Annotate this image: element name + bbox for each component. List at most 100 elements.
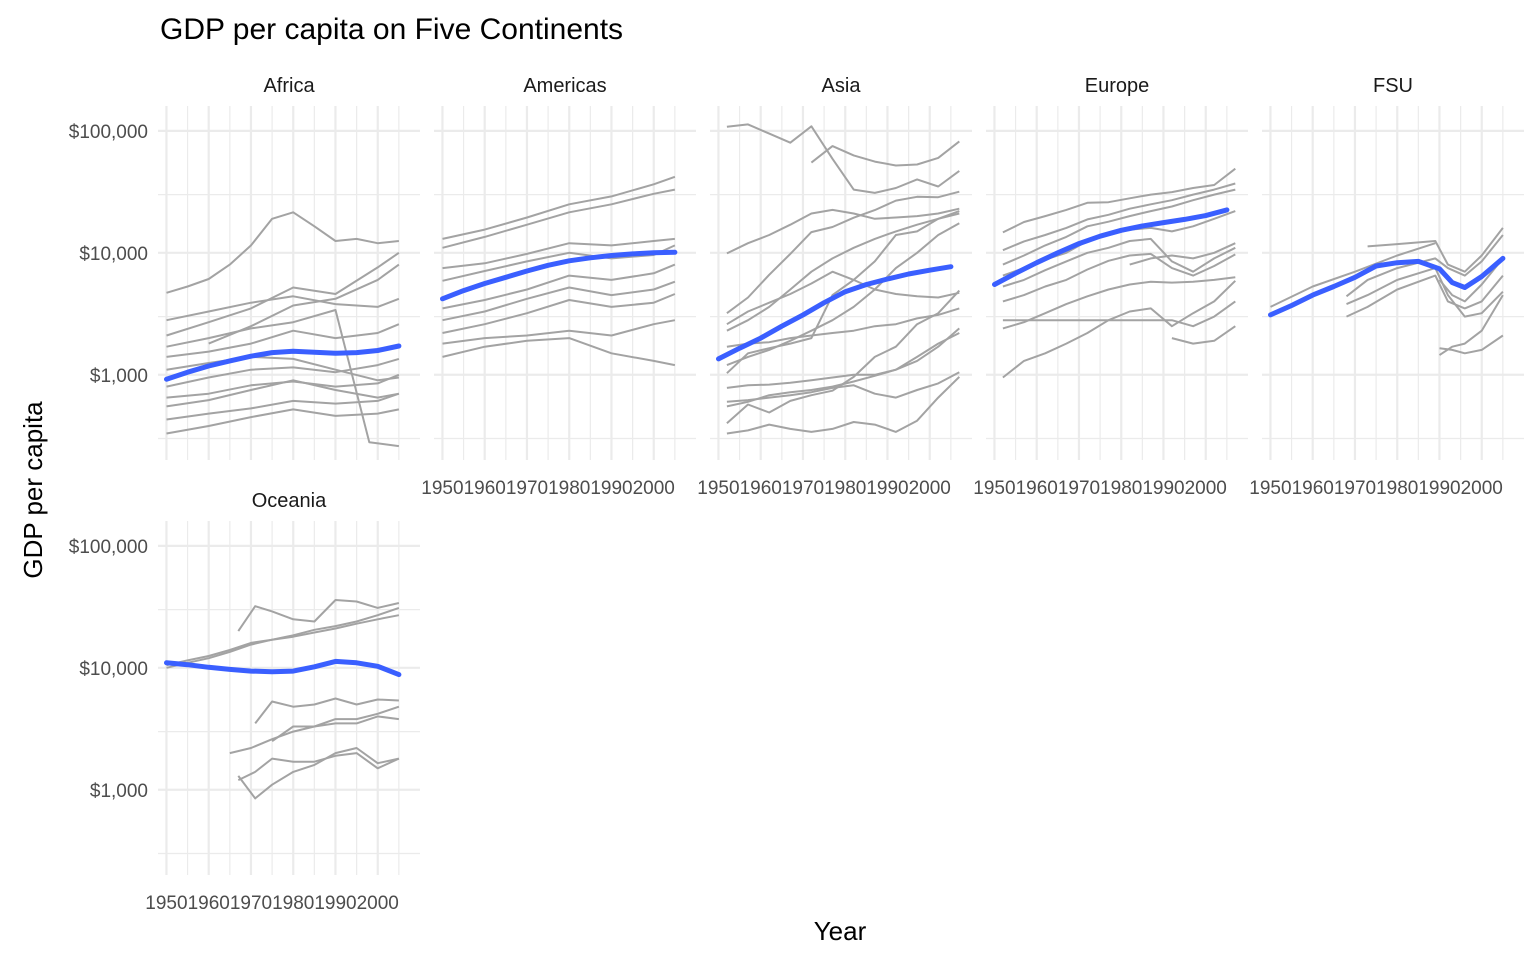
country-line [1345, 234, 1504, 298]
x-tick-label: 1990 [1418, 478, 1460, 499]
x-tick-label: 1970 [230, 893, 272, 914]
country-line [166, 323, 400, 358]
x-tick-label: 1980 [548, 478, 590, 499]
facet-panel-americas: Americas 1950 1960 1970 1980 1990 2000 [421, 75, 696, 499]
country-line [1002, 300, 1236, 328]
x-tick-label: 1960 [464, 478, 506, 499]
country-line [726, 123, 960, 194]
country-line [166, 614, 400, 667]
country-line [442, 188, 676, 249]
country-line [1002, 167, 1236, 234]
x-tick-label: 1960 [1016, 478, 1058, 499]
x-tick-label: 1950 [697, 478, 739, 499]
smooth-trend-line [164, 343, 402, 382]
country-line [1002, 237, 1236, 288]
x-tick-label: 1960 [188, 893, 230, 914]
facet-panel-africa: Africa $1,000 $10,000 $100,000 [69, 75, 420, 460]
x-tick-label: 2000 [909, 478, 951, 499]
country-line [726, 222, 960, 367]
country-line [726, 207, 960, 255]
country-line [442, 293, 676, 334]
smooth-trend-line [716, 264, 954, 362]
x-tick-label: 2000 [1185, 478, 1227, 499]
smooth-trend-line [1268, 255, 1506, 318]
smooth-trend-line [164, 658, 402, 678]
x-tick-label: 2000 [1461, 478, 1503, 499]
country-line [1171, 325, 1236, 345]
country-line [726, 270, 960, 326]
x-tick-label: 1970 [782, 478, 824, 499]
chart-title: GDP per capita on Five Continents [160, 13, 623, 46]
country-line [166, 373, 400, 399]
smooth-trend-line [992, 207, 1230, 287]
country-line [1129, 242, 1236, 266]
x-tick-label: 1960 [740, 478, 782, 499]
country-line [1439, 334, 1504, 355]
facet-strip-label: Oceania [252, 490, 327, 512]
country-line [442, 175, 676, 240]
y-tick-label: $10,000 [79, 244, 148, 265]
x-tick-label: 1990 [314, 893, 356, 914]
facet-panel-oceania: Oceania $1,000 $10,000 $100,000 1950 1960 1970… [69, 490, 420, 914]
x-tick-label: 1960 [1292, 478, 1334, 499]
facet-strip-label: Americas [523, 75, 606, 97]
country-line [1346, 274, 1504, 318]
country-line [1002, 276, 1236, 330]
y-tick-label: $100,000 [69, 537, 148, 558]
y-tick-label: $100,000 [69, 122, 148, 143]
country-line [810, 140, 960, 167]
country-line [726, 212, 960, 332]
x-tick-label: 1980 [1100, 478, 1142, 499]
x-tick-label: 1950 [421, 478, 463, 499]
smooth-trend-line [440, 249, 678, 302]
country-line [726, 332, 960, 408]
country-line [1438, 257, 1504, 303]
facet-strip-label: Africa [263, 75, 315, 97]
x-tick-label: 1990 [590, 478, 632, 499]
country-line [442, 237, 675, 270]
country-line [1002, 280, 1236, 379]
y-tick-label: $1,000 [90, 366, 148, 387]
x-tick-label: 1950 [145, 893, 187, 914]
x-tick-label: 1970 [1058, 478, 1100, 499]
country-line [1438, 294, 1504, 356]
x-tick-label: 1980 [1376, 478, 1418, 499]
country-line [237, 752, 400, 781]
country-line [726, 376, 961, 435]
country-line [726, 210, 960, 374]
x-tick-label: 1990 [1142, 478, 1184, 499]
country-line [166, 295, 400, 322]
country-line [166, 309, 400, 448]
x-tick-label: 1990 [866, 478, 908, 499]
facet-strip-label: Asia [822, 75, 862, 97]
y-tick-label: $1,000 [90, 781, 148, 802]
country-line [1270, 242, 1436, 308]
country-line [254, 697, 399, 725]
facet-strip-label: Europe [1085, 75, 1150, 97]
x-tick-label: 1950 [973, 478, 1015, 499]
x-tick-label: 2000 [633, 478, 675, 499]
y-axis-title: GDP per capita [18, 401, 48, 579]
y-tick-label: $10,000 [79, 659, 148, 680]
country-line [166, 392, 400, 421]
country-line [726, 371, 960, 403]
facet-strip-label: FSU [1373, 75, 1413, 97]
country-line [237, 747, 400, 800]
country-line [726, 327, 960, 389]
x-tick-label: 1980 [824, 478, 866, 499]
country-line [1002, 188, 1236, 266]
x-tick-label: 1970 [506, 478, 548, 499]
country-line [442, 337, 676, 367]
country-line [166, 379, 400, 408]
facet-panel-europe: Europe 1950 1960 1970 1980 1990 2000 [973, 75, 1248, 499]
country-line [208, 263, 400, 345]
country-line [229, 715, 400, 755]
country-line [1002, 252, 1236, 303]
x-tick-label: 1980 [272, 893, 314, 914]
x-tick-label: 2000 [357, 893, 399, 914]
country-line [166, 408, 400, 435]
country-line [271, 705, 400, 743]
country-line [442, 319, 676, 345]
